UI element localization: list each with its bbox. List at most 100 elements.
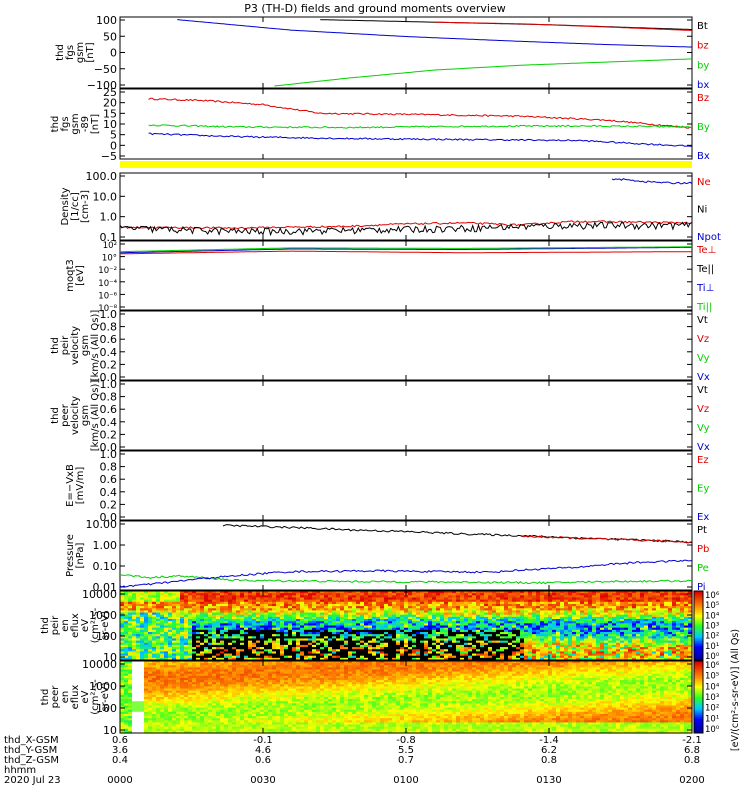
heatmap-cell [308, 612, 313, 616]
heatmap-cell [124, 634, 129, 637]
heatmap-cell [388, 640, 393, 644]
heatmap-cell [532, 616, 537, 620]
heatmap-cell [612, 595, 617, 599]
heatmap-cell [260, 608, 265, 612]
heatmap-cell [288, 591, 293, 594]
heatmap-cell [612, 653, 617, 657]
ylabel-line: Density [60, 187, 71, 225]
heatmap-cell [156, 621, 161, 624]
heatmap-cell [392, 640, 397, 644]
heatmap-cell [672, 631, 677, 635]
heatmap-cell [352, 595, 357, 599]
heatmap-cell [268, 591, 273, 594]
heatmap-cell [428, 640, 433, 644]
ylabel-line: [cm-3] [80, 190, 91, 223]
heatmap-cell [548, 614, 553, 618]
heatmap-cell [512, 595, 517, 599]
heatmap-cell [404, 616, 409, 620]
heatmap-cell [256, 627, 261, 631]
heatmap-cell [340, 612, 345, 616]
heatmap-cell [152, 655, 157, 659]
heatmap-cell [284, 627, 289, 631]
heatmap-cell [656, 644, 661, 648]
heatmap-cell [176, 642, 181, 646]
heatmap-cell [472, 619, 477, 622]
heatmap-cell [404, 634, 409, 637]
heatmap-cell [616, 631, 621, 635]
heatmap-cell [140, 629, 145, 633]
heatmap-cell [516, 616, 521, 620]
heatmap-cell [448, 603, 453, 607]
heatmap-cell [224, 606, 229, 609]
heatmap-cell [240, 623, 245, 627]
heatmap-cell [356, 640, 361, 644]
heatmap-cell [556, 595, 561, 599]
heatmap-cell [664, 610, 669, 614]
heatmap-cell [608, 599, 613, 603]
heatmap-cell [376, 599, 381, 603]
heatmap-cell [392, 606, 397, 609]
heatmap-cell [684, 657, 689, 661]
heatmap-cell [512, 653, 517, 657]
heatmap-cell [128, 661, 133, 664]
heatmap-cell [636, 597, 641, 601]
heatmap-cell [264, 634, 269, 637]
heatmap-cell [368, 647, 373, 650]
heatmap-cell [460, 597, 465, 601]
heatmap-cell [540, 644, 545, 648]
heatmap-cell [528, 619, 533, 622]
heatmap-cell [640, 638, 645, 642]
heatmap-cell [328, 649, 333, 652]
heatmap-cell [604, 591, 609, 594]
heatmap-cell [280, 651, 285, 655]
heatmap-cell [200, 627, 205, 631]
heatmap-cell [192, 631, 197, 635]
heatmap-cell [156, 623, 161, 627]
ylabel-line: fgs [60, 116, 71, 131]
heatmap-cell [140, 619, 145, 622]
heatmap-cell [204, 623, 209, 627]
heatmap-cell [328, 655, 333, 659]
heatmap-cell [656, 614, 661, 618]
legend-Vy: Vy [697, 423, 710, 434]
heatmap-cell [380, 614, 385, 618]
heatmap-cell [684, 597, 689, 601]
heatmap-cell [444, 593, 449, 596]
heatmap-cell [148, 640, 153, 644]
heatmap-cell [240, 591, 245, 594]
heatmap-cell [656, 619, 661, 622]
heatmap-cell [680, 651, 685, 655]
heatmap-cell [220, 610, 225, 614]
heatmap-cell [524, 619, 529, 622]
heatmap-cell [496, 593, 501, 596]
heatmap-cell [396, 595, 401, 599]
heatmap-cell [660, 625, 665, 629]
heatmap-cell [540, 591, 545, 594]
heatmap-cell [152, 601, 157, 605]
heatmap-cell [304, 647, 309, 650]
heatmap-cell [224, 657, 229, 661]
heatmap-cell [144, 610, 149, 614]
heatmap-cell [416, 640, 421, 644]
heatmap-cell [568, 621, 573, 624]
heatmap-cell [152, 642, 157, 646]
heatmap-cell [256, 625, 261, 629]
heatmap-cell [208, 653, 213, 657]
heatmap-cell [260, 631, 265, 635]
heatmap-cell [312, 593, 317, 596]
heatmap-cell [184, 640, 189, 644]
heatmap-cell [576, 640, 581, 644]
heatmap-cell [468, 614, 473, 618]
heatmap-cell [652, 603, 657, 607]
heatmap-cell [540, 608, 545, 612]
heatmap-cell [376, 657, 381, 661]
heatmap-cell [212, 638, 217, 642]
heatmap-cell [328, 647, 333, 650]
heatmap-cell [332, 608, 337, 612]
heatmap-cell [548, 647, 553, 650]
heatmap-cell [276, 610, 281, 614]
heatmap-cell [604, 651, 609, 655]
heatmap-cell [232, 599, 237, 603]
heatmap-cell [592, 610, 597, 614]
panel-fgs_gsm: thd fgs gsm -89 [nT] [50, 88, 693, 168]
